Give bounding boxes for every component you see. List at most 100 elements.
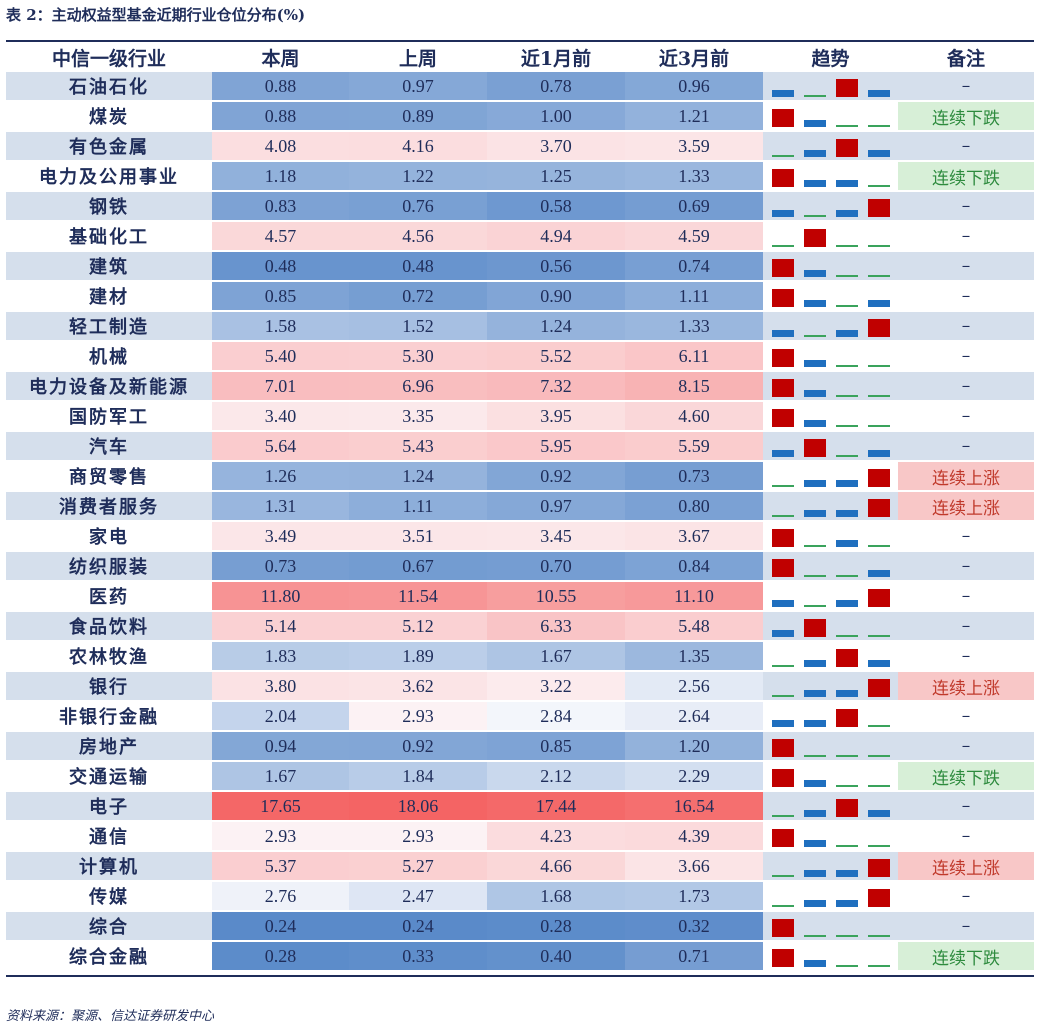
value-last-week: 3.62: [349, 671, 487, 702]
trend-down-bar: [835, 480, 858, 487]
value-1m-ago: 0.56: [487, 251, 625, 282]
trend-down-bar: [867, 810, 890, 817]
trend-flat-bar: [867, 185, 890, 187]
trend-bars: [763, 825, 898, 847]
trend-flat-bar: [771, 875, 794, 877]
trend-up-bar: [771, 409, 794, 427]
value-1m-ago: 2.12: [487, 761, 625, 792]
value-this-week: 1.18: [212, 161, 349, 192]
trend-down-bar: [803, 420, 826, 427]
value-this-week: 5.14: [212, 611, 349, 642]
value-1m-ago: 3.70: [487, 131, 625, 162]
value-this-week: 1.31: [212, 491, 349, 522]
value-last-week: 5.12: [349, 611, 487, 642]
trend-up-bar: [867, 319, 890, 337]
trend-bars: [763, 345, 898, 367]
trend-up-bar: [835, 139, 858, 157]
note-cell: –: [898, 641, 1034, 672]
industry-name: 非银行金融: [6, 701, 212, 732]
value-last-week: 0.97: [349, 72, 487, 102]
trend-down-bar: [803, 510, 826, 517]
value-this-week: 1.67: [212, 761, 349, 792]
industry-name: 消费者服务: [6, 491, 212, 522]
table-row: 房地产 0.94 0.92 0.85 1.20 –: [6, 731, 1034, 762]
trend-flat-bar: [867, 275, 890, 277]
note-cell: –: [898, 821, 1034, 852]
table-body: 石油石化 0.88 0.97 0.78 0.96– 煤炭 0.88 0.89 1.00 1.21 连…: [6, 72, 1034, 972]
value-last-week: 6.96: [349, 371, 487, 402]
table-row: 汽车 5.64 5.43 5.95 5.59 –: [6, 431, 1034, 462]
trend-down-bar: [771, 330, 794, 337]
trend-flat-bar: [771, 155, 794, 157]
trend-flat-bar: [867, 545, 890, 547]
trend-flat-bar: [835, 395, 858, 397]
trend-bars: [763, 915, 898, 937]
value-last-week: 4.16: [349, 131, 487, 162]
note-cell: –: [898, 341, 1034, 372]
value-last-week: 0.72: [349, 281, 487, 312]
value-last-week: 0.76: [349, 191, 487, 222]
trend-flat-bar: [835, 455, 858, 457]
value-3m-ago: 0.84: [625, 551, 763, 582]
value-this-week: 0.85: [212, 281, 349, 312]
trend-flat-bar: [803, 545, 826, 547]
industry-name: 电子: [6, 791, 212, 822]
trend-up-bar: [867, 679, 890, 697]
table-row: 消费者服务 1.31 1.11 0.97 0.80 连续上涨: [6, 491, 1034, 522]
value-last-week: 11.54: [349, 581, 487, 612]
trend-down-bar: [835, 600, 858, 607]
industry-name: 食品饮料: [6, 611, 212, 642]
value-3m-ago: 0.73: [625, 461, 763, 492]
note-cell: –: [898, 911, 1034, 942]
trend-cell: [763, 671, 898, 702]
trend-bars: [763, 855, 898, 877]
note-cell: –: [898, 791, 1034, 822]
note-cell: 连续下跌: [898, 941, 1034, 972]
value-last-week: 2.47: [349, 881, 487, 912]
note-cell: –: [898, 431, 1034, 462]
trend-down-bar: [803, 720, 826, 727]
trend-bars: [763, 195, 898, 217]
trend-cell: [763, 371, 898, 402]
value-this-week: 0.73: [212, 551, 349, 582]
note-cell: –: [898, 281, 1034, 312]
trend-bars: [763, 225, 898, 247]
value-this-week: 4.08: [212, 131, 349, 162]
value-1m-ago: 1.00: [487, 101, 625, 132]
note-cell: –: [898, 521, 1034, 552]
trend-down-bar: [771, 450, 794, 457]
value-1m-ago: 7.32: [487, 371, 625, 402]
value-this-week: 0.48: [212, 251, 349, 282]
trend-cell: [763, 221, 898, 252]
note-cell: –: [898, 251, 1034, 282]
trend-cell: [763, 101, 898, 132]
trend-down-bar: [835, 330, 858, 337]
table-row: 纺织服装 0.73 0.67 0.70 0.84 –: [6, 551, 1034, 582]
note-cell: 连续上涨: [898, 461, 1034, 492]
trend-cell: [763, 851, 898, 882]
trend-flat-bar: [803, 575, 826, 577]
value-last-week: 1.24: [349, 461, 487, 492]
trend-down-bar: [803, 840, 826, 847]
trend-flat-bar: [835, 365, 858, 367]
trend-cell: [763, 701, 898, 732]
trend-bars: [763, 615, 898, 637]
trend-bars: [763, 585, 898, 607]
industry-name: 基础化工: [6, 221, 212, 252]
value-1m-ago: 0.28: [487, 911, 625, 942]
note-cell: –: [898, 371, 1034, 402]
value-1m-ago: 3.95: [487, 401, 625, 432]
trend-down-bar: [803, 390, 826, 397]
trend-up-bar: [771, 829, 794, 847]
value-last-week: 5.30: [349, 341, 487, 372]
value-1m-ago: 1.25: [487, 161, 625, 192]
table-row: 国防军工 3.40 3.35 3.95 4.60 –: [6, 401, 1034, 432]
industry-name: 有色金属: [6, 131, 212, 162]
trend-up-bar: [771, 739, 794, 757]
trend-down-bar: [803, 180, 826, 187]
industry-name: 医药: [6, 581, 212, 612]
value-last-week: 0.33: [349, 941, 487, 972]
value-3m-ago: 2.56: [625, 671, 763, 702]
trend-down-bar: [835, 510, 858, 517]
note-cell: –: [898, 131, 1034, 162]
